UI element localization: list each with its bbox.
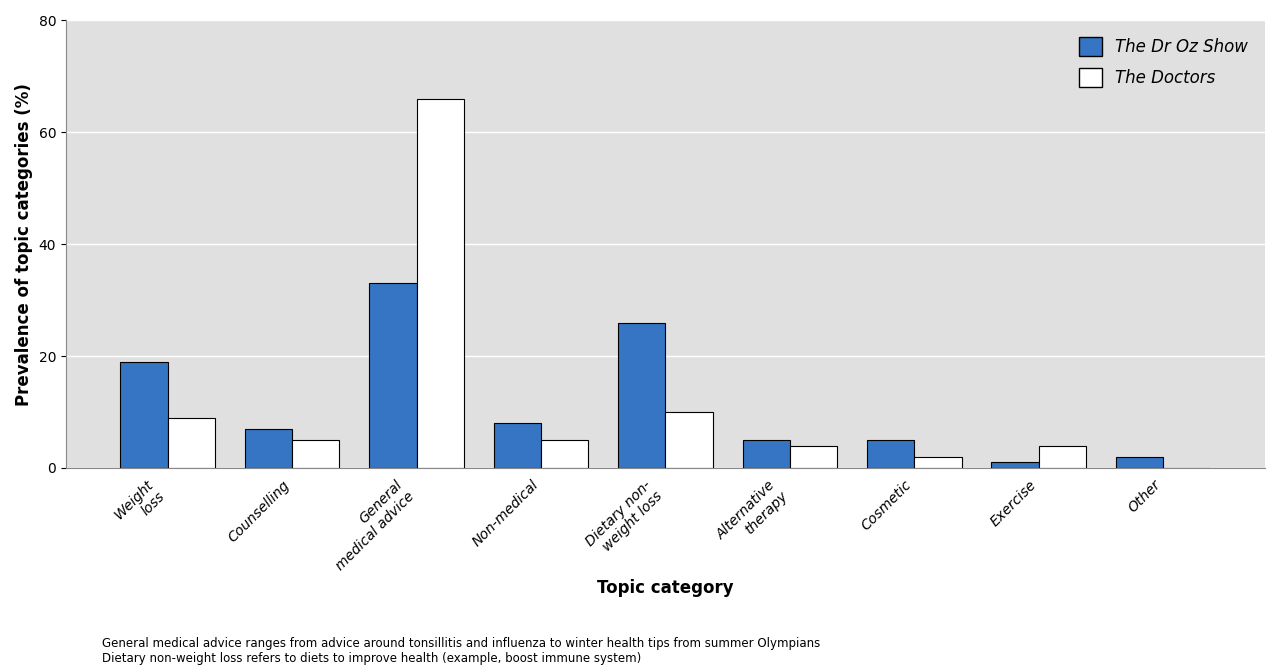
Bar — [370, 284, 416, 468]
Text: General medical advice ranges from advice around tonsillitis and influenza to wi: General medical advice ranges from advic… — [102, 637, 820, 665]
Bar — [292, 440, 339, 468]
Bar — [416, 99, 463, 468]
Bar — [618, 323, 666, 468]
Bar — [1039, 446, 1085, 468]
Bar — [992, 462, 1039, 468]
Bar — [742, 440, 790, 468]
Bar — [244, 429, 292, 468]
Bar — [666, 412, 713, 468]
Legend: The Dr Oz Show, The Doctors: The Dr Oz Show, The Doctors — [1070, 29, 1257, 95]
X-axis label: Topic category: Topic category — [598, 579, 733, 597]
Bar — [541, 440, 589, 468]
Bar — [790, 446, 837, 468]
Bar — [867, 440, 914, 468]
Bar — [120, 362, 168, 468]
Bar — [168, 418, 215, 468]
Bar — [494, 423, 541, 468]
Bar — [914, 457, 961, 468]
Bar — [1116, 457, 1164, 468]
Y-axis label: Prevalence of topic categories (%): Prevalence of topic categories (%) — [15, 83, 33, 406]
